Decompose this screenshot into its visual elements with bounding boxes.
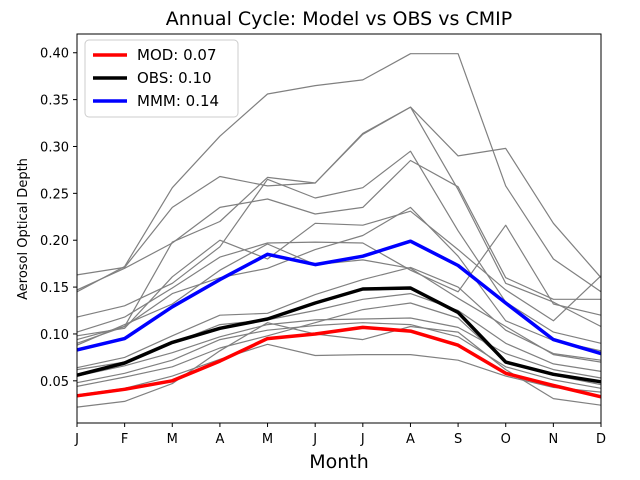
obs-series-line bbox=[76, 286, 602, 384]
cmip-model-line-1 bbox=[76, 53, 602, 293]
y-tick-label: 0.40 bbox=[40, 47, 69, 62]
legend-label-mmm: MMM: 0.14 bbox=[137, 92, 219, 110]
x-tick-label: S bbox=[454, 432, 462, 447]
plot-frame bbox=[76, 33, 602, 424]
cmip-model-line-14 bbox=[76, 343, 602, 396]
chart-title: Annual Cycle: Model vs OBS vs CMIP bbox=[166, 8, 512, 30]
y-tick-label: 0.05 bbox=[40, 375, 69, 390]
x-tick-label: N bbox=[548, 432, 558, 447]
x-tick-label: M bbox=[262, 432, 273, 447]
y-tick-label: 0.35 bbox=[40, 94, 69, 109]
y-tick-label: 0.15 bbox=[40, 281, 69, 296]
y-tick-label: 0.10 bbox=[40, 328, 69, 343]
cmip-model-line-12 bbox=[76, 322, 602, 389]
x-tick-label: F bbox=[121, 432, 128, 447]
y-axis-ticks: 0.05 0.10 0.15 0.20 0.25 0.30 0.35 0.40 bbox=[40, 47, 77, 390]
cmip-model-line-11 bbox=[76, 317, 602, 379]
x-tick-label: O bbox=[501, 432, 511, 447]
x-axis-label: Month bbox=[309, 451, 369, 473]
x-tick-label: A bbox=[215, 432, 224, 447]
x-tick-label: A bbox=[406, 432, 415, 447]
cmip-model-line-16 bbox=[76, 243, 602, 363]
y-tick-label: 0.30 bbox=[40, 140, 69, 155]
x-tick-label: J bbox=[312, 432, 317, 447]
legend: MOD: 0.07 OBS: 0.10 MMM: 0.14 bbox=[84, 39, 239, 118]
legend-label-obs: OBS: 0.10 bbox=[137, 69, 212, 87]
cmip-model-line-4 bbox=[76, 106, 602, 341]
y-tick-label: 0.25 bbox=[40, 187, 69, 202]
y-axis-label: Aerosol Optical Depth bbox=[16, 158, 31, 300]
legend-label-mod: MOD: 0.07 bbox=[137, 46, 217, 64]
x-tick-label: D bbox=[596, 432, 606, 447]
cmip-model-line-9 bbox=[76, 266, 602, 369]
y-tick-label: 0.20 bbox=[40, 234, 69, 249]
x-tick-label: M bbox=[167, 432, 178, 447]
mod-series-line bbox=[76, 325, 602, 399]
cmip-model-line-3 bbox=[76, 159, 601, 300]
cmip-model-line-8 bbox=[76, 206, 602, 352]
cmip-model-line-6 bbox=[76, 210, 602, 337]
legend-box bbox=[84, 39, 239, 118]
mmm-series-line bbox=[76, 239, 602, 356]
main-series-lines bbox=[76, 239, 602, 399]
x-tick-label: J bbox=[360, 432, 365, 447]
x-tick-label: J bbox=[74, 432, 79, 447]
